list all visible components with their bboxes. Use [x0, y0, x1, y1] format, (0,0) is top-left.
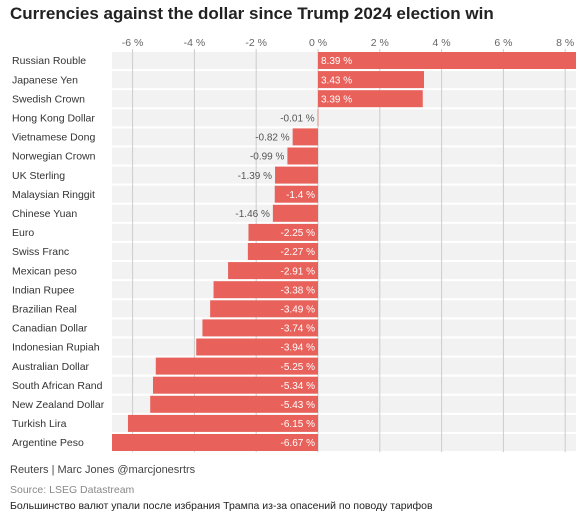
row-background [112, 109, 576, 127]
category-label: Norwegian Crown [12, 151, 96, 163]
row-background [112, 338, 576, 356]
bar [317, 109, 319, 127]
bar-chart: -6 % -4 % -2 % 0 % 2 % 4 % 6 % 8 % Russian Roubl… [12, 37, 576, 453]
value-label: -5.34 % [281, 381, 316, 392]
value-label: -3.94 % [281, 343, 316, 354]
x-tick-label: 0 % [309, 37, 327, 49]
bar [152, 376, 318, 394]
bar [210, 300, 318, 318]
value-label: -0.99 % [250, 152, 285, 163]
x-tick-label: 2 % [371, 37, 389, 49]
bar [213, 281, 318, 299]
category-label: South African Rand [12, 380, 103, 392]
value-label: 3.43 % [321, 75, 352, 86]
value-label: -3.74 % [281, 324, 316, 335]
row-background [112, 300, 576, 318]
bar [127, 414, 318, 432]
category-label: Argentine Peso [12, 437, 84, 449]
category-label: Chinese Yuan [12, 208, 77, 220]
category-label: Vietnamese Dong [12, 132, 95, 144]
credit-line: Reuters | Marc Jones @marcjonesrtrs [10, 464, 196, 476]
value-label: -6.15 % [281, 419, 316, 430]
bar [228, 262, 318, 280]
value-label: -5.25 % [281, 362, 316, 373]
value-label: -2.27 % [281, 247, 316, 258]
row-background [112, 147, 576, 165]
row-background [112, 223, 576, 241]
category-label: Indian Rupee [12, 284, 75, 296]
category-label: Indonesian Rupiah [12, 342, 100, 354]
value-label: -2.91 % [281, 266, 316, 277]
bar [155, 357, 318, 375]
value-label: -1.46 % [235, 209, 270, 220]
value-label: -1.4 % [286, 190, 315, 201]
category-label: Swedish Crown [12, 93, 85, 105]
bar [248, 223, 318, 241]
bar [150, 395, 318, 413]
category-label: Turkish Lira [12, 418, 67, 430]
x-tick-label: 6 % [494, 37, 512, 49]
row-background [112, 185, 576, 203]
category-label: UK Sterling [12, 170, 65, 182]
row-background [112, 243, 576, 260]
value-label: 3.39 % [321, 94, 352, 105]
bar [318, 52, 576, 69]
bar [247, 243, 318, 260]
value-label: -3.49 % [281, 304, 316, 315]
category-label: Swiss Franc [12, 246, 69, 258]
chart-title: Currencies against the dollar since Trum… [10, 4, 494, 23]
bar [202, 319, 318, 337]
bar [318, 90, 423, 108]
value-label: -1.39 % [238, 171, 273, 182]
row-background [112, 262, 576, 280]
row-background [112, 128, 576, 146]
x-tick-label: -2 % [245, 37, 267, 49]
bar [196, 338, 318, 356]
bar [275, 166, 318, 184]
bar [292, 128, 318, 146]
value-label: -6.67 % [281, 438, 316, 449]
bar [287, 147, 318, 165]
category-label: Japanese Yen [12, 74, 78, 86]
category-label: Australian Dollar [12, 361, 90, 373]
source-line: Source: LSEG Datastream [10, 484, 135, 496]
row-background [112, 166, 576, 184]
bar [112, 434, 318, 451]
bar [272, 204, 318, 222]
category-label: Russian Rouble [12, 55, 86, 67]
category-label: Canadian Dollar [12, 323, 88, 335]
category-label: Malaysian Ringgit [12, 189, 95, 201]
value-label: -0.82 % [255, 133, 290, 144]
category-label: Euro [12, 227, 34, 239]
row-background [112, 281, 576, 299]
category-label: Hong Kong Dollar [12, 112, 95, 124]
value-label: -0.01 % [280, 113, 315, 124]
x-tick-label: 8 % [556, 37, 574, 49]
caption-line: Большинство валют упали после избрания Т… [10, 500, 433, 512]
value-label: -2.25 % [281, 228, 316, 239]
value-label: -3.38 % [281, 285, 316, 296]
category-label: Brazilian Real [12, 303, 77, 315]
x-tick-label: -4 % [184, 37, 206, 49]
category-label: Mexican peso [12, 265, 77, 277]
x-tick-label: -6 % [122, 37, 144, 49]
bar [318, 71, 424, 89]
bar [274, 185, 318, 203]
value-label: 8.39 % [321, 56, 352, 67]
x-tick-label: 4 % [433, 37, 451, 49]
value-label: -5.43 % [281, 400, 316, 411]
category-label: New Zealand Dollar [12, 399, 105, 411]
row-background [112, 204, 576, 222]
row-background [112, 319, 576, 337]
